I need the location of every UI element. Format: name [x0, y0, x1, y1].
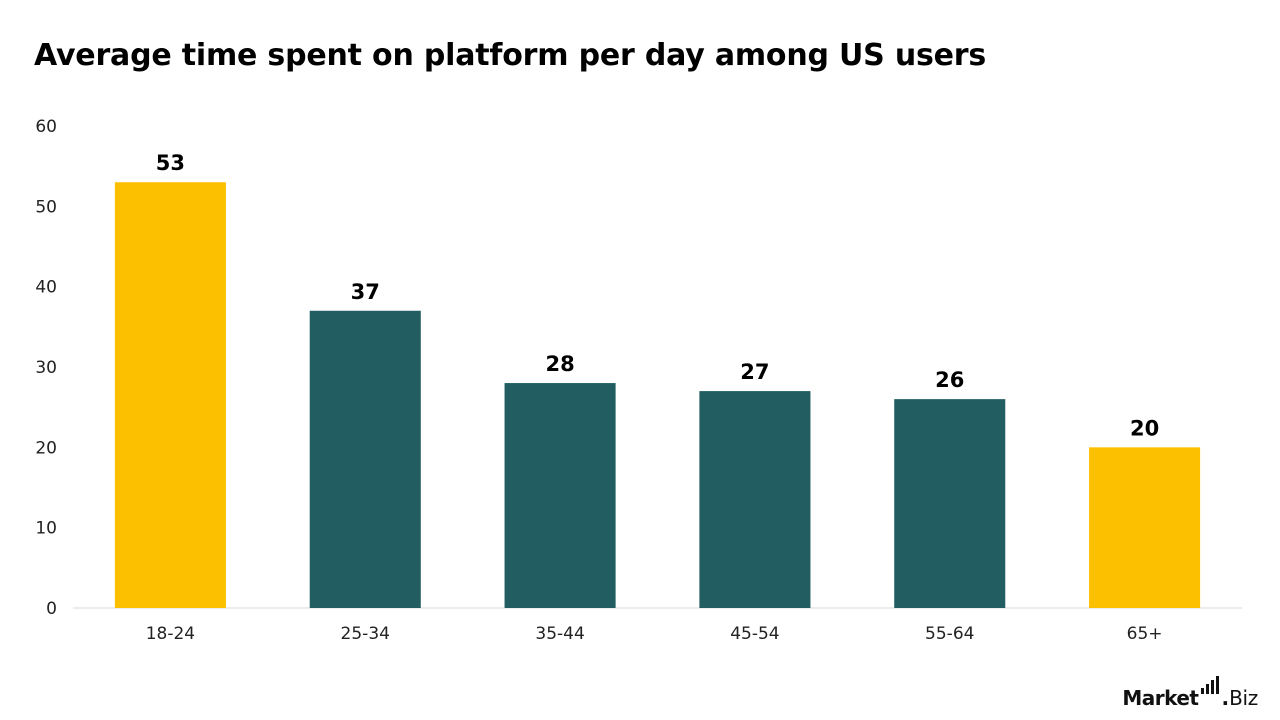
bar-35-44	[504, 383, 616, 608]
x-tick-label: 35-44	[535, 624, 584, 644]
bar-chart-icon	[1200, 672, 1221, 694]
x-tick-label: 45-54	[730, 624, 779, 644]
x-axis: 18-24 25-34 35-44 45-54 55-64 65+	[146, 624, 1163, 644]
bars: 53 37 28 27 26 20	[114, 151, 1201, 608]
data-label: 28	[545, 352, 574, 376]
bar-25-34	[309, 310, 421, 608]
bar-45-54	[699, 391, 811, 608]
y-tick-label: 30	[35, 358, 57, 378]
bar-18-24	[114, 182, 226, 608]
brand-name-tail: Biz	[1229, 686, 1258, 710]
brand-logo: Market . Biz	[1122, 676, 1258, 710]
data-label: 53	[156, 151, 185, 175]
y-tick-label: 10	[35, 519, 57, 539]
x-tick-label: 65+	[1127, 624, 1163, 644]
data-label: 20	[1130, 416, 1159, 440]
brand-name-main: Market	[1122, 686, 1199, 710]
data-label: 26	[935, 368, 964, 392]
y-axis: 0 10 20 30 40 50 60	[35, 117, 57, 619]
bar-55-64	[894, 399, 1006, 608]
x-tick-label: 25-34	[341, 624, 390, 644]
y-tick-label: 50	[35, 197, 57, 217]
x-tick-label: 55-64	[925, 624, 974, 644]
x-tick-label: 18-24	[146, 624, 195, 644]
y-tick-label: 40	[35, 278, 57, 298]
y-tick-label: 60	[35, 117, 57, 137]
y-tick-label: 20	[35, 438, 57, 458]
chart-title: Average time spent on platform per day a…	[34, 38, 987, 73]
brand-name-dot: .	[1221, 686, 1230, 710]
bar-65+	[1089, 447, 1201, 608]
data-label: 37	[351, 280, 380, 304]
data-label: 27	[740, 360, 769, 384]
y-tick-label: 0	[46, 599, 57, 619]
